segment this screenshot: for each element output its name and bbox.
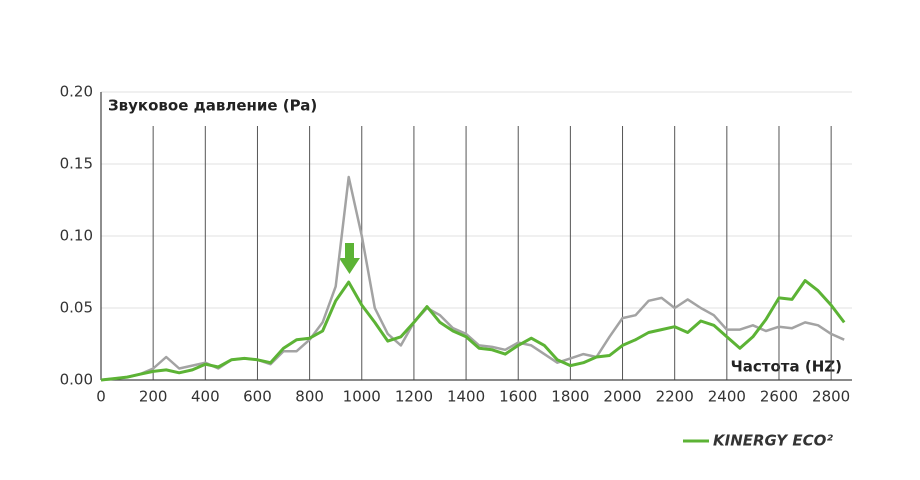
legend-label: KINERGY ECO² xyxy=(713,432,833,450)
arrow xyxy=(339,243,360,274)
x-tick-label: 1200 xyxy=(395,388,433,406)
x-tick-label: 1000 xyxy=(343,388,381,406)
y-tick-label: 0.00 xyxy=(60,371,93,389)
x-tick-label: 1400 xyxy=(447,388,485,406)
x-tick-label: 1600 xyxy=(499,388,537,406)
x-tick-label: 2400 xyxy=(708,388,746,406)
y-tick-label: 0.15 xyxy=(60,155,93,173)
y-tick-label: 0.20 xyxy=(60,83,93,101)
x-tick-label: 600 xyxy=(243,388,272,406)
y-axis-label: Звуковое давление (Pa) xyxy=(108,97,317,115)
x-tick-label: 2600 xyxy=(760,388,798,406)
x-tick-label: 1800 xyxy=(551,388,589,406)
x-tick-label: 800 xyxy=(295,388,324,406)
x-tick-label: 2000 xyxy=(603,388,641,406)
y-tick-label: 0.05 xyxy=(60,299,93,317)
data-line xyxy=(100,175,845,382)
x-tick-label: 2200 xyxy=(656,388,694,406)
x-tick-label: 2800 xyxy=(812,388,850,406)
y-tick-label: 0.10 xyxy=(60,227,93,245)
x-tick-label: 400 xyxy=(191,388,220,406)
data-line xyxy=(100,279,846,382)
x-tick-label: 0 xyxy=(96,388,106,406)
x-tick-label: 200 xyxy=(139,388,168,406)
x-axis-label: Частота (HZ) xyxy=(731,358,842,376)
